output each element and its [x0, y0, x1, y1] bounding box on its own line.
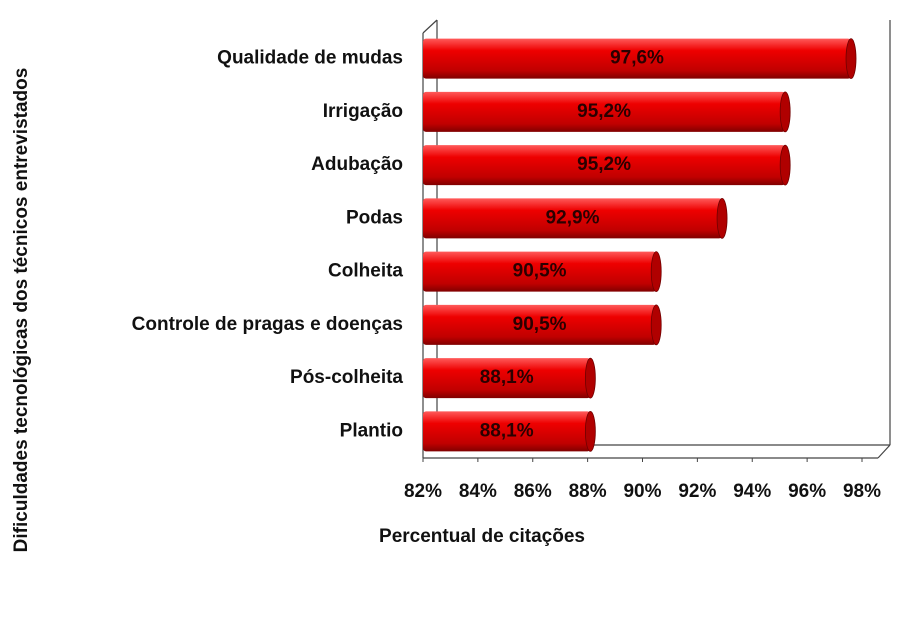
bar: [423, 251, 657, 292]
bar-cap: [779, 144, 791, 186]
data-label: 92,9%: [546, 207, 600, 228]
x-axis-title: Percentual de citações: [379, 526, 585, 547]
bar-cap: [779, 91, 791, 133]
y-tick-label: Podas: [346, 207, 403, 228]
bar: [423, 91, 786, 132]
bar-cap: [650, 251, 662, 293]
y-tick-label: Plantio: [340, 420, 403, 441]
data-label: 95,2%: [577, 101, 631, 122]
data-label: 95,2%: [577, 154, 631, 175]
x-tick-label: 94%: [733, 481, 771, 502]
data-label: 90,5%: [513, 314, 567, 335]
data-label: 88,1%: [480, 367, 534, 388]
data-label: 88,1%: [480, 420, 534, 441]
bar: [423, 198, 723, 239]
bar: [423, 145, 786, 186]
bar-cap: [584, 410, 596, 452]
bar-cap: [584, 357, 596, 399]
y-tick-label: Qualidade de mudas: [217, 48, 403, 69]
x-tick-label: 86%: [514, 481, 552, 502]
y-axis-title: Dificuldades tecnológicas dos técnicos e…: [11, 68, 32, 553]
data-label: 97,6%: [610, 48, 664, 69]
x-tick-label: 98%: [843, 481, 881, 502]
bar-cap: [845, 38, 857, 80]
y-tick-label: Pós-colheita: [290, 367, 403, 388]
x-tick-label: 92%: [678, 481, 716, 502]
x-tick-label: 88%: [569, 481, 607, 502]
x-tick-label: 90%: [623, 481, 661, 502]
bar: [423, 38, 852, 79]
bar: [423, 411, 591, 452]
y-tick-label: Colheita: [328, 261, 403, 282]
bar: [423, 358, 591, 399]
y-tick-label: Adubação: [311, 154, 403, 175]
bar-cap: [650, 304, 662, 346]
data-label: 90,5%: [513, 261, 567, 282]
x-tick-label: 84%: [459, 481, 497, 502]
x-tick-label: 82%: [404, 481, 442, 502]
y-tick-label: Irrigação: [323, 101, 403, 122]
bar: [423, 304, 657, 345]
bar-cap: [716, 197, 728, 239]
y-tick-label: Controle de pragas e doenças: [132, 314, 403, 335]
x-tick-label: 96%: [788, 481, 826, 502]
